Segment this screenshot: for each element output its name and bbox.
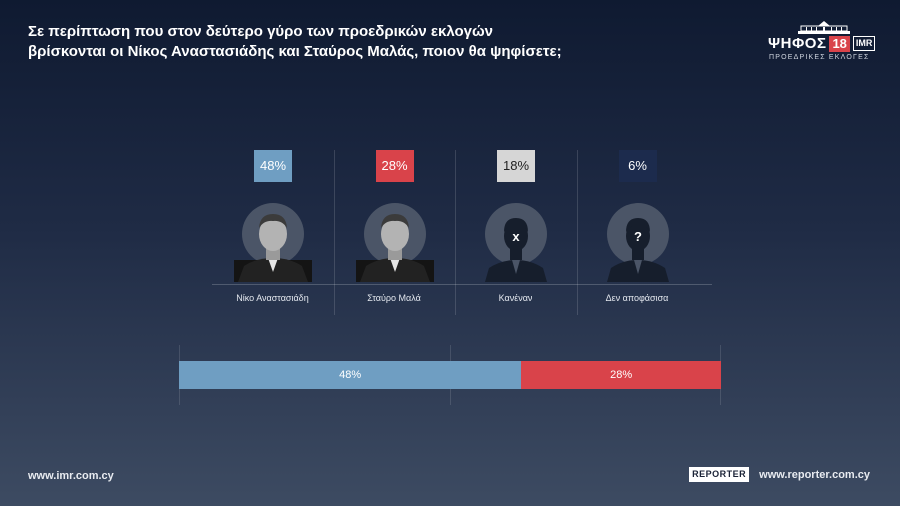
reporter-logo: REPORTER [689,467,750,482]
candidate-name: Νίκο Αναστασιάδη [236,293,309,303]
candidate-cards: 48% Νίκο Αναστασιάδη 28% Σταύρο Μαλά 18% x Καν… [212,150,712,315]
logo-word: ΨΗΦΟΣ [768,35,827,52]
reporter-url[interactable]: www.reporter.com.cy [759,468,870,481]
imr-url[interactable]: www.imr.com.cy [28,470,114,482]
imr-badge: IMR [852,36,876,51]
question-icon: ? [634,229,642,244]
reporter-footer: REPORTER www.reporter.com.cy [689,467,870,482]
chart-title-line-1: Σε περίπτωση που στον δεύτερο γύρο των π… [28,23,494,40]
column-divider [576,150,578,315]
anastasiades-photo [234,203,312,282]
candidate-card: 28% Σταύρο Μαλά [334,150,455,315]
anonymous-person-icon: x [485,203,547,282]
candidate-name: Κανέναν [498,293,533,303]
presidential-palace-icon [798,21,850,34]
malas-photo [355,203,434,282]
logo-number: 18 [829,35,850,52]
bar-segment: 28% [521,361,721,389]
x-icon: x [512,229,520,244]
bar-segment-label: 28% [610,369,633,381]
psifos-logo: ΨΗΦΟΣ 18 IMR ΠΡΟΕΔΡΙΚΕΣ ΕΚΛΟΓΕΣ [768,20,880,64]
column-divider [333,150,335,315]
anonymous-person-icon: ? [606,203,669,282]
logo-subtitle: ΠΡΟΕΔΡΙΚΕΣ ΕΚΛΟΓΕΣ [769,54,870,61]
bar-segment: 48% [179,361,522,389]
percent-label: 6% [618,150,657,182]
chart-title-line-2: βρίσκονται οι Νίκος Αναστασιάδης και Στα… [28,43,562,60]
column-divider [455,150,456,315]
candidate-name: Δεν αποφάσισα [605,293,669,303]
candidate-card: 6%? Δεν αποφάσισα [577,150,698,315]
percent-label: 18% [497,150,535,182]
candidate-card: 48% Νίκο Αναστασιάδη [212,150,333,315]
percent-label: 28% [375,150,414,182]
head-to-head-bar: 48% 28% [179,345,721,405]
candidate-name: Σταύρο Μαλά [367,293,421,303]
percent-label: 48% [254,150,292,182]
bar-segment-label: 48% [339,369,362,381]
candidate-card: 18% x Κανέναν [455,150,576,315]
chart-title: Σε περίπτωση που στον δεύτερο γύρο των π… [28,22,668,62]
card-baseline [212,284,712,285]
